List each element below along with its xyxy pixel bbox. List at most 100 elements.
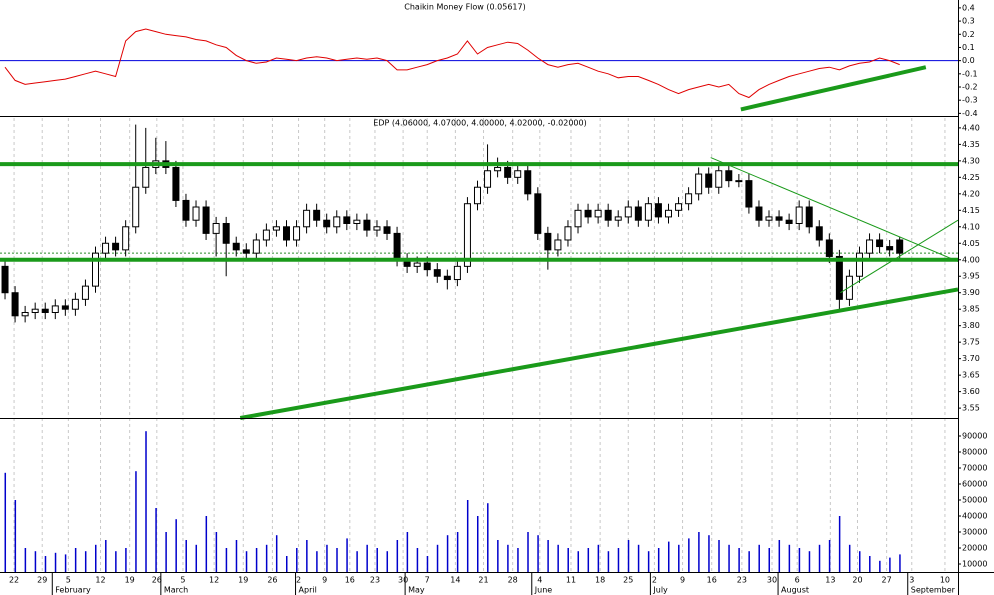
y-tick-label: 20000 [962, 544, 987, 553]
x-tick-label: 16 [707, 576, 717, 585]
volume-bar [808, 551, 811, 572]
candle-body [303, 209, 311, 228]
month-label: August [781, 586, 809, 595]
volume-bar [14, 500, 17, 572]
y-tick-label: 80000 [962, 448, 987, 457]
candle-body [11, 292, 19, 317]
y-tick-label: 4.10 [962, 222, 980, 231]
candle-body [514, 170, 522, 178]
candle-body [353, 219, 361, 224]
x-tick-label: 26 [152, 576, 162, 585]
candle-body [795, 206, 803, 224]
x-tick-label: 2 [296, 576, 301, 585]
y-tick-label: 4.20 [962, 189, 980, 198]
x-tick-label: 30 [767, 576, 777, 585]
volume-bar [115, 551, 117, 572]
candle-body [21, 312, 29, 317]
candle-body [182, 199, 190, 221]
candle-body [685, 193, 693, 205]
volume-bar [396, 540, 399, 572]
volume-bar [245, 551, 248, 572]
volume-bar [517, 548, 519, 572]
volume-bar [627, 540, 630, 572]
y-tick-label: 4.25 [962, 173, 980, 182]
candle-body [855, 252, 863, 277]
month-label: March [164, 586, 188, 595]
volume-bar [406, 532, 409, 572]
x-tick-label: 2 [652, 576, 657, 585]
candle-body [554, 239, 562, 251]
volume-bar [285, 556, 288, 572]
volume-bar [537, 535, 539, 572]
x-tick-label: 21 [478, 576, 488, 585]
volume-bar [507, 544, 509, 572]
volume-bar [778, 540, 781, 572]
candle-body [755, 206, 763, 221]
candle-body [1, 265, 9, 294]
volume-bar [215, 532, 218, 572]
x-tick-label: 4 [537, 576, 542, 585]
volume-bar [44, 556, 47, 572]
y-tick-label: 0.3 [962, 17, 975, 26]
x-tick-label: 18 [595, 576, 605, 585]
volume-bar [607, 551, 610, 572]
candle-body [544, 232, 552, 251]
volume-bar [597, 544, 600, 572]
month-label: May [408, 586, 425, 595]
x-tick-label: 6 [795, 576, 800, 585]
candle-body [252, 239, 260, 254]
candle-body [735, 180, 743, 183]
candle-body [192, 206, 200, 221]
y-tick-label: 3.65 [962, 371, 980, 380]
x-tick-label: 19 [238, 576, 248, 585]
candle-body [242, 249, 250, 254]
y-tick-label: 3.55 [962, 404, 980, 413]
volume-bar [838, 516, 841, 572]
x-tick-label: 27 [882, 576, 892, 585]
volume-bar [848, 544, 851, 572]
candle-body [574, 209, 582, 228]
volume-bar [255, 548, 258, 572]
volume-bar [125, 548, 127, 572]
volume-bar [436, 544, 439, 572]
y-tick-label: 3.60 [962, 387, 980, 396]
x-tick-label: 23 [737, 576, 747, 585]
volume-bar [175, 519, 177, 572]
candle-body [323, 219, 331, 228]
x-tick-label: 12 [209, 576, 219, 585]
y-tick-label: 3.95 [962, 272, 980, 281]
candle-body [81, 285, 89, 300]
volume-bar [306, 540, 308, 572]
y-tick-label: 0.0 [962, 56, 975, 65]
volume-bar [889, 557, 891, 572]
volume-bar [74, 548, 77, 572]
x-tick-label: 10 [940, 576, 950, 585]
candle-body [614, 216, 622, 221]
month-label: July [652, 586, 668, 595]
candle-body [433, 269, 441, 277]
y-tick-label: 4.30 [962, 156, 980, 165]
volume-bar [818, 544, 821, 572]
x-tick-label: 5 [66, 576, 71, 585]
volume-bar [326, 544, 328, 572]
candle-body [785, 219, 793, 224]
volume-bar [788, 544, 791, 572]
volume-bar [54, 552, 57, 572]
candle-body [715, 170, 723, 188]
candle-body [473, 186, 481, 205]
y-tick-label: 3.90 [962, 288, 980, 297]
x-tick-label: 20 [852, 576, 862, 585]
volume-bar [296, 548, 298, 572]
candle-body [413, 262, 421, 267]
candle-body [825, 239, 833, 257]
candle-body [775, 216, 783, 221]
volume-bar [135, 471, 137, 572]
volume-bar [265, 544, 268, 572]
volume-bar [94, 544, 97, 572]
y-tick-label: 90000 [962, 432, 987, 441]
candle-body [222, 222, 230, 244]
y-tick-label: 40000 [962, 512, 987, 521]
volume-bar [688, 538, 690, 572]
y-tick-label: 4.05 [962, 239, 980, 248]
x-tick-label: 11 [566, 576, 576, 585]
